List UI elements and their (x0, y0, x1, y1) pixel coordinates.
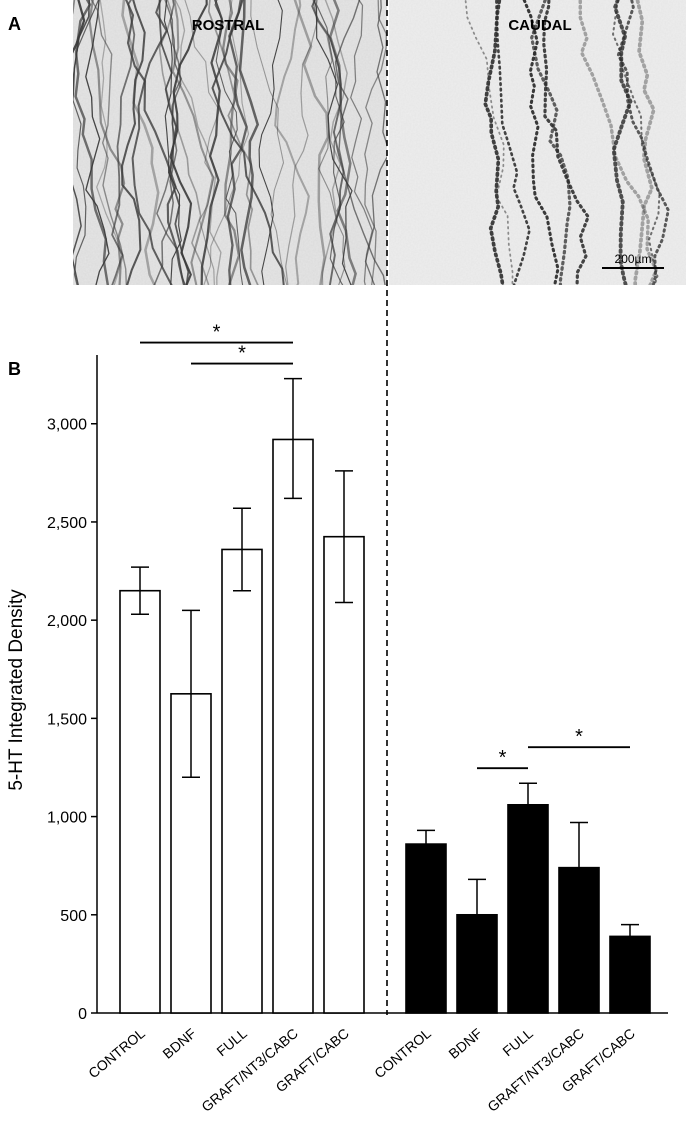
y-tick-label: 3,000 (47, 417, 87, 434)
y-tick-label: 1,000 (47, 810, 87, 827)
x-tick-label: FULL (213, 1025, 250, 1059)
fiber-stroke (88, 0, 126, 285)
fiber-stroke (111, 0, 136, 285)
bar-rostral-4 (272, 438, 314, 1014)
x-tick-label: GRAFT/NT3/CABC (484, 1025, 587, 1115)
fiber-stroke (334, 0, 386, 285)
fiber-stroke (321, 0, 348, 285)
fiber-stroke (96, 0, 124, 285)
fiber-stroke (73, 0, 100, 285)
scale-bar-label: 200µm (615, 252, 652, 266)
panel-b-label: B (8, 359, 21, 379)
fiber-stroke (285, 0, 319, 285)
fiber-stroke (222, 0, 241, 285)
panel-b: B 5-HT Integrated Density 0 500 1,000 1,500… (6, 322, 668, 1115)
x-tick-label: BDNF (445, 1025, 484, 1062)
bar-caudal-5 (609, 935, 651, 1014)
fiber-stroke (85, 0, 110, 285)
x-tick-label: CONTROL (371, 1025, 434, 1081)
fiber-stroke (171, 0, 214, 285)
panel-a-label: A (8, 14, 21, 34)
fiber-stroke (311, 0, 345, 285)
y-tick-label: 2,500 (47, 515, 87, 532)
fiber-stroke (250, 0, 288, 285)
x-tick-label: BDNF (159, 1025, 198, 1062)
fiber-stroke (483, 0, 505, 285)
fiber-stroke (73, 0, 86, 54)
y-tick-label: 1,500 (47, 711, 87, 728)
fiber-stroke (364, 0, 387, 285)
fiber-stroke (121, 0, 146, 285)
fiber-stroke (125, 0, 186, 285)
fiber-stroke (184, 0, 221, 285)
x-tick-label: FULL (499, 1025, 536, 1059)
bar-rostral-3 (221, 548, 263, 1014)
fiber-stroke (203, 0, 250, 285)
fiber-stroke (611, 0, 633, 285)
fiber-stroke (530, 0, 572, 285)
y-axis-label: 5-HT Integrated Density (6, 589, 27, 791)
fiber-stroke (274, 0, 310, 285)
fiber-stroke (238, 0, 260, 285)
bar-rostral-1 (119, 589, 161, 1014)
fiber-stroke (464, 0, 514, 285)
fiber-stroke (169, 0, 208, 285)
caudal-micrograph (389, 0, 686, 285)
fiber-stroke (74, 0, 110, 285)
significance-star: * (238, 343, 246, 365)
rostral-micrograph (73, 0, 387, 285)
fiber-stroke (131, 0, 173, 285)
significance-star: * (213, 322, 221, 344)
fiber-stroke (312, 0, 346, 285)
fiber-stroke (200, 0, 223, 285)
fiber-stroke (542, 0, 590, 285)
y-tick-label: 0 (78, 1006, 87, 1023)
panel-a: A ROSTRAL CAUDAL 200µm (8, 0, 686, 285)
significance-star: * (575, 726, 583, 748)
fiber-stroke (211, 0, 285, 285)
y-tick-label: 500 (60, 908, 87, 925)
x-tick-label: CONTROL (85, 1025, 148, 1081)
fiber-stroke (174, 0, 222, 285)
y-tick-label: 2,000 (47, 613, 87, 630)
bar-caudal-1 (405, 843, 447, 1014)
fiber-stroke (328, 0, 357, 285)
caudal-title: CAUDAL (508, 17, 571, 34)
fiber-stroke (611, 0, 661, 285)
x-tick-label: GRAFT/NT3/CABC (198, 1025, 301, 1115)
bar-caudal-3 (507, 803, 549, 1014)
significance-star: * (499, 747, 507, 769)
rostral-title: ROSTRAL (192, 17, 265, 34)
fiber-stroke (121, 0, 160, 285)
fiber-stroke (350, 0, 373, 285)
fiber-stroke (578, 0, 658, 285)
fiber-stroke (293, 0, 330, 285)
fiber-stroke (207, 0, 259, 285)
fiber-stroke (226, 0, 248, 285)
fiber-stroke (73, 0, 76, 15)
fiber-stroke (495, 0, 531, 285)
fiber-stroke (258, 0, 283, 285)
bar-chart: 0 500 1,000 1,500 2,000 2,500 3,000 CONTROL BDNF… (47, 322, 668, 1115)
fiber-stroke (156, 0, 187, 285)
bar-rostral-5 (323, 535, 365, 1014)
